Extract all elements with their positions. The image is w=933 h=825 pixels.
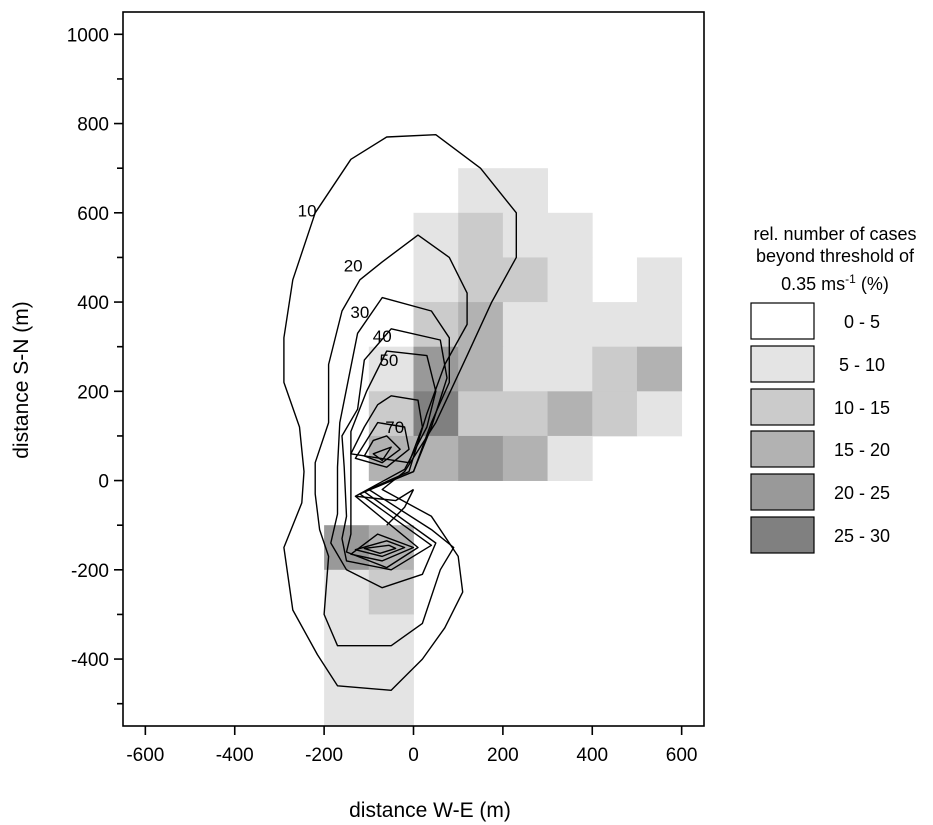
contour-line-40	[341, 328, 448, 571]
heatmap-cell	[547, 212, 593, 258]
heatmap-cell	[547, 435, 593, 481]
heatmap-cell	[502, 391, 548, 437]
heatmap-cell	[458, 168, 504, 214]
heatmap-cell	[324, 659, 370, 705]
legend-swatch	[750, 388, 815, 426]
y-tick-label: 0	[98, 472, 109, 493]
legend-title-unit: 0.35 ms-1 (%)	[781, 272, 889, 294]
y-axis-label: distance S-N (m)	[10, 301, 33, 459]
legend-label: 0 - 5	[844, 312, 880, 332]
contour-label: 70	[385, 418, 404, 437]
contour-line-70	[354, 540, 406, 558]
heatmap-cell	[502, 302, 548, 348]
y-tick-label: 600	[77, 204, 109, 225]
legend-unit-sup: -1	[845, 272, 856, 286]
contour-line-80	[363, 435, 401, 464]
contour-label: 10	[298, 202, 317, 221]
x-tick-label: -400	[216, 745, 254, 766]
x-axis-label: distance W-E (m)	[349, 799, 511, 822]
heatmap-cell	[413, 212, 459, 258]
heatmap-cell	[458, 257, 504, 303]
contour-line-70	[354, 421, 410, 468]
heatmap-cell	[368, 659, 414, 705]
heatmap-cell	[547, 346, 593, 392]
heatmap-cells	[324, 168, 683, 726]
contour-line-80	[363, 544, 397, 554]
heatmap-cell	[458, 435, 504, 481]
contour-label: 40	[373, 327, 392, 346]
x-tick-label: 400	[576, 745, 608, 766]
heatmap-cell	[458, 391, 504, 437]
heatmap-cell	[502, 346, 548, 392]
legend-label: 20 - 25	[834, 483, 890, 503]
x-tick-label: 0	[408, 745, 419, 766]
legend-label: 25 - 30	[834, 526, 890, 546]
heatmap-cell	[368, 569, 414, 615]
legend-title-line: rel. number of cases	[753, 224, 916, 244]
x-tick-label: 200	[487, 745, 519, 766]
contour-line-60	[350, 533, 415, 562]
y-tick-label: -200	[71, 561, 109, 582]
y-tick-label: 800	[77, 115, 109, 136]
contour-line-20	[314, 234, 468, 647]
contour-line-50	[355, 488, 414, 502]
heatmap-cell	[636, 257, 683, 303]
legend-unit-suffix: (%)	[856, 274, 889, 294]
heatmap-cell	[458, 346, 504, 392]
contour-label: 30	[350, 303, 369, 322]
heatmap-cell	[324, 703, 414, 726]
heatmap-cell	[502, 435, 548, 481]
heatmap-cell	[502, 212, 548, 258]
heatmap-cell	[368, 525, 414, 571]
legend-label: 5 - 10	[839, 355, 885, 375]
heatmap-cell	[592, 346, 638, 392]
heatmap-cell	[636, 391, 683, 437]
heatmap-cell	[413, 346, 459, 392]
legend-swatch	[750, 430, 815, 468]
legend-swatch	[750, 302, 815, 340]
heatmap-cell	[368, 346, 414, 392]
heatmap-cell	[592, 391, 638, 437]
contour-label: 20	[344, 256, 363, 275]
contour-line-10	[283, 133, 517, 691]
contour-line-90	[372, 446, 392, 462]
legend-unit-base: 0.35 ms	[781, 274, 845, 294]
x-tick-label: 600	[666, 745, 698, 766]
axes: -600 -400 -200 0 200 400 600 -400 -200 0 200 400 600…	[67, 11, 705, 766]
heatmap-cell	[592, 302, 638, 348]
heatmap-cell	[324, 569, 370, 615]
legend-swatch	[750, 516, 815, 554]
legend-title-line: beyond threshold of	[756, 246, 915, 266]
heatmap-cell	[458, 212, 504, 258]
x-tick-label: -200	[305, 745, 343, 766]
y-tick-label: 200	[77, 382, 109, 403]
heatmap-cell	[324, 614, 370, 660]
heatmap-cell	[413, 435, 459, 481]
y-tick-label: -400	[71, 650, 109, 671]
heatmap-cell	[413, 302, 459, 348]
legend-swatch	[750, 345, 815, 383]
y-tick-label: 400	[77, 293, 109, 314]
heatmap-cell	[547, 391, 593, 437]
heatmap-cell	[502, 168, 548, 214]
heatmap-cell	[636, 302, 683, 348]
heatmap-cell	[547, 257, 593, 303]
x-tick-label: -600	[126, 745, 164, 766]
heatmap-cell	[368, 614, 414, 660]
contour-label: 50	[379, 351, 398, 370]
contour-line-30	[330, 296, 450, 589]
legend-swatch	[750, 473, 815, 511]
heatmap-cell	[636, 346, 683, 392]
y-tick-label: 1000	[67, 25, 109, 46]
heatmap-cell	[413, 257, 459, 303]
contour-line-60	[386, 489, 415, 526]
legend-label: 15 - 20	[834, 440, 890, 460]
contour-line-50	[345, 350, 437, 569]
legend-label: 10 - 15	[834, 398, 890, 418]
heatmap-cell	[502, 257, 548, 303]
heatmap-cell	[547, 302, 593, 348]
